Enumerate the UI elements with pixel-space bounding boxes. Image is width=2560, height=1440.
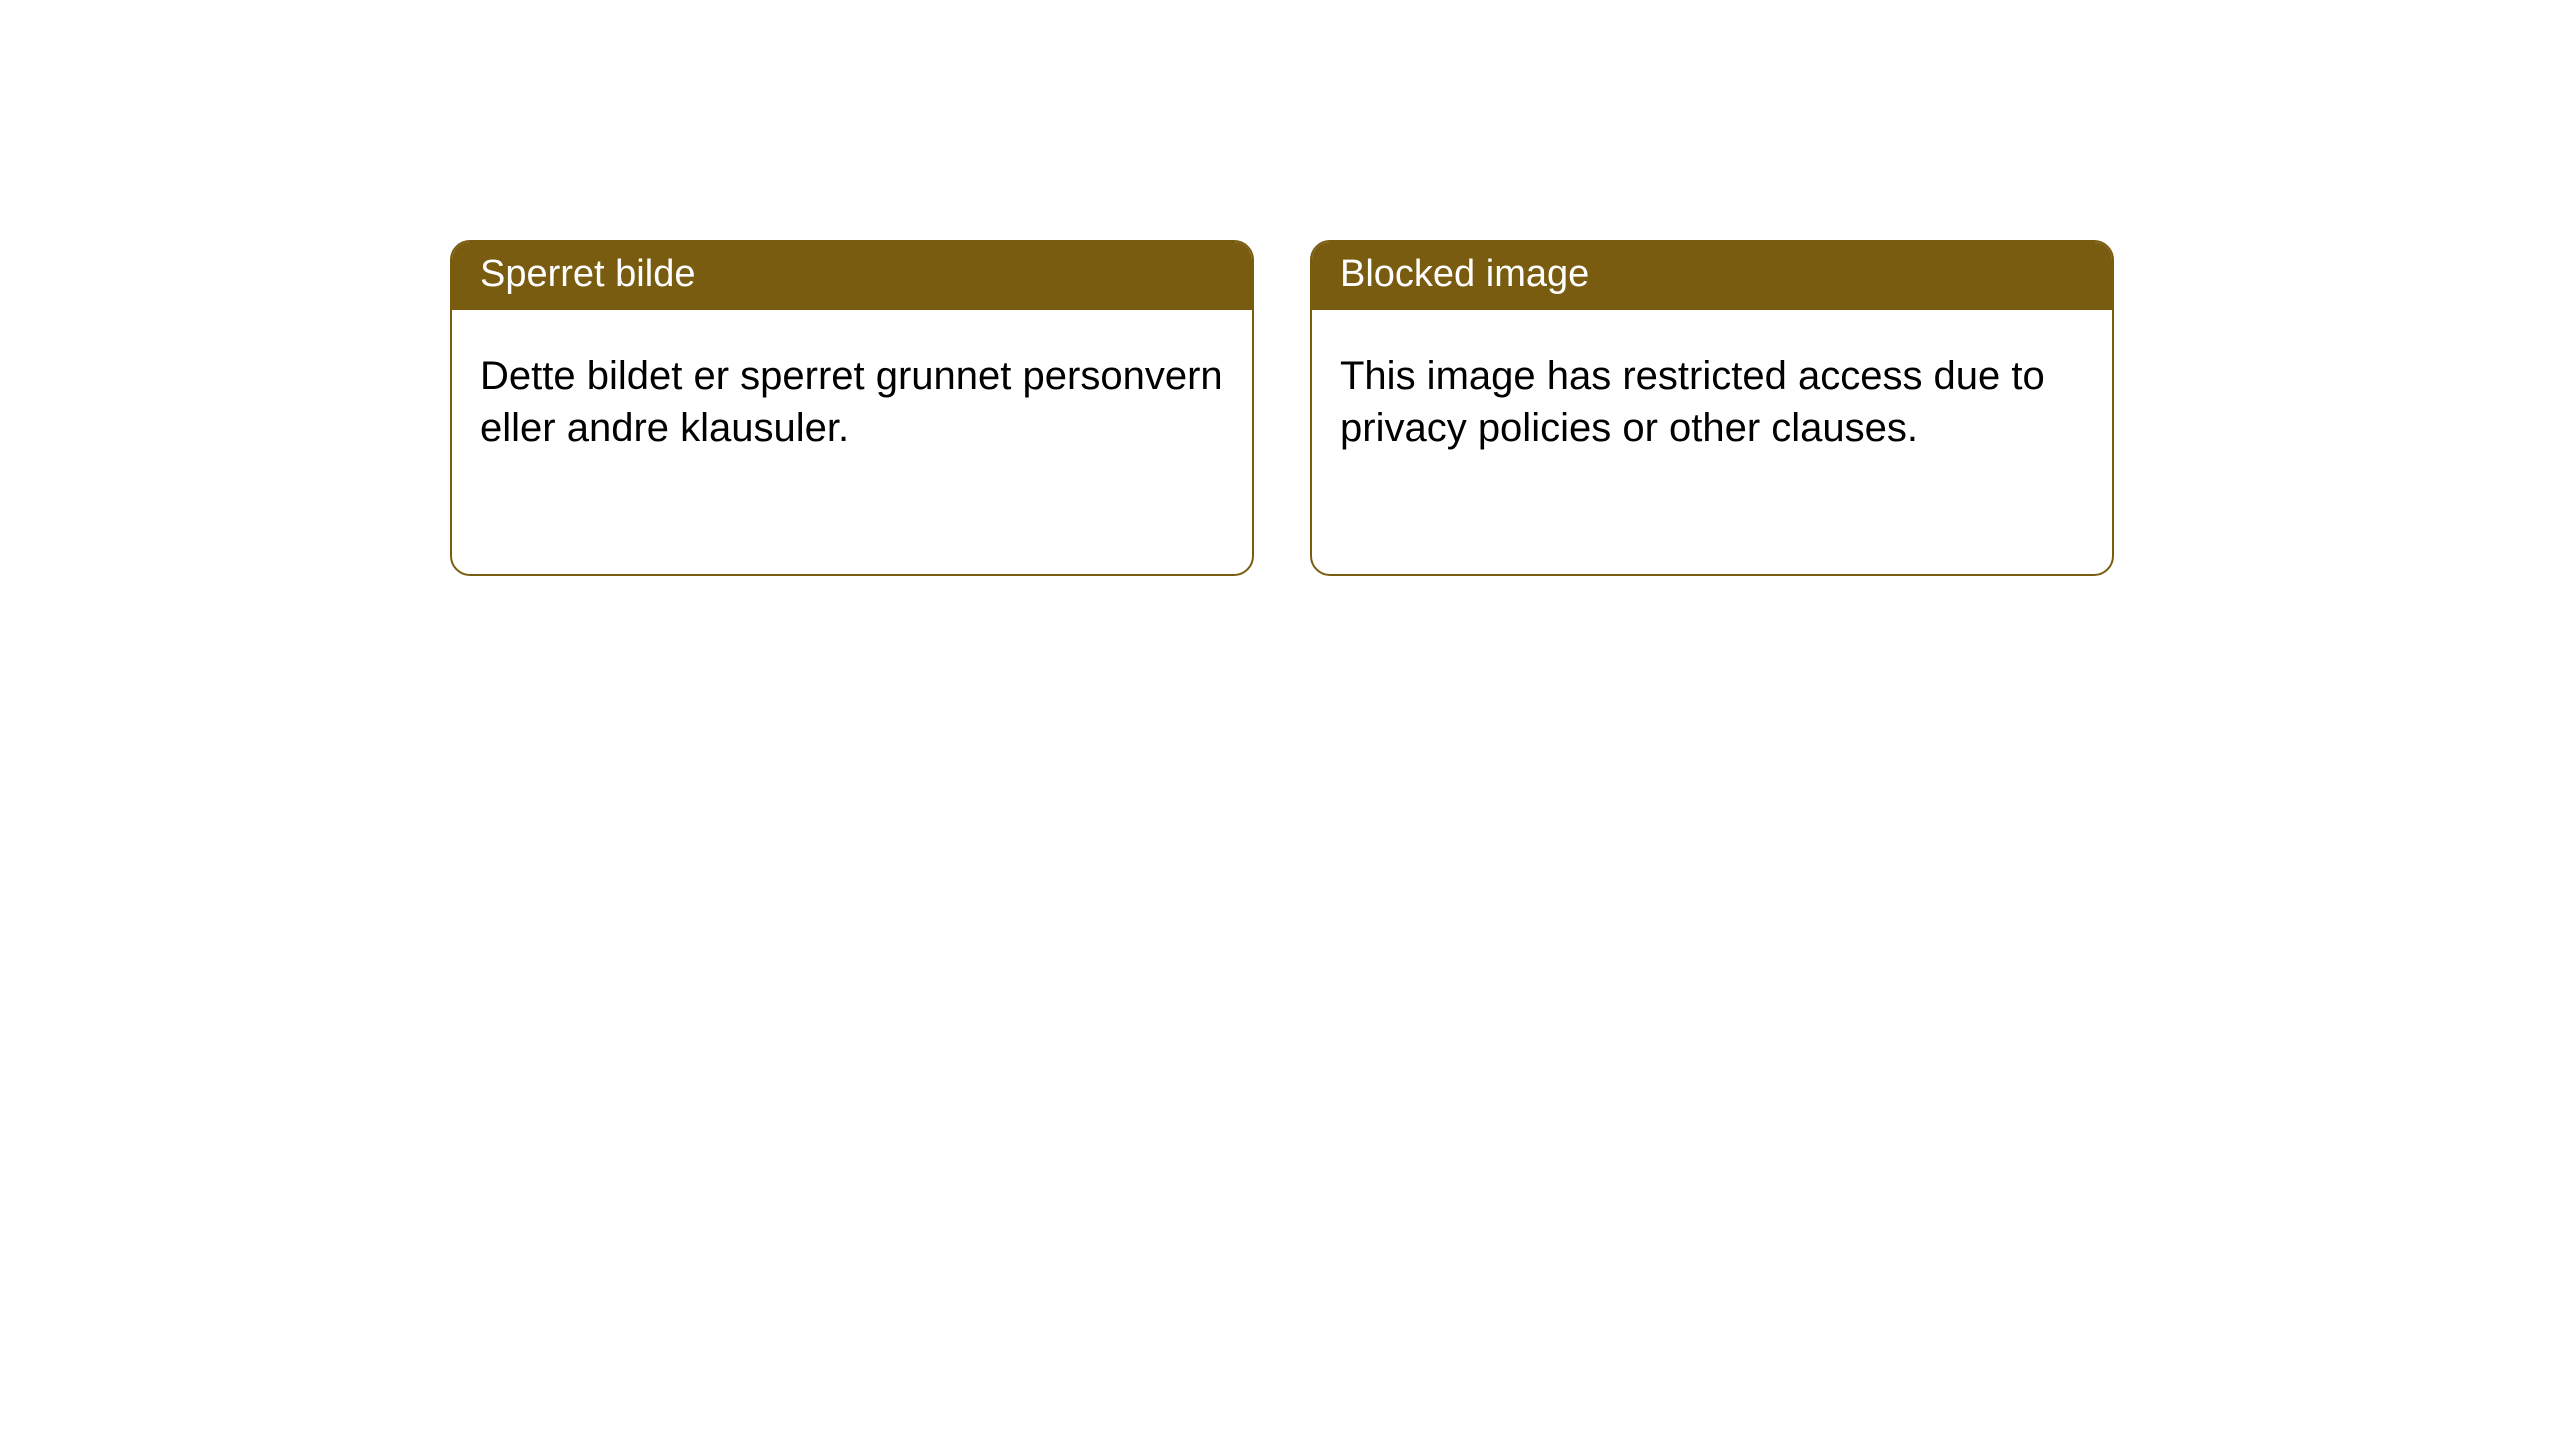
notice-card-norwegian: Sperret bilde Dette bildet er sperret gr…: [450, 240, 1254, 576]
notice-title: Blocked image: [1340, 253, 1589, 295]
notice-header: Blocked image: [1312, 242, 2112, 310]
notice-title: Sperret bilde: [480, 253, 695, 295]
notice-body-text: This image has restricted access due to …: [1340, 354, 2045, 450]
notice-body-text: Dette bildet er sperret grunnet personve…: [480, 354, 1223, 450]
notice-card-english: Blocked image This image has restricted …: [1310, 240, 2114, 576]
notice-header: Sperret bilde: [452, 242, 1252, 310]
notice-body: This image has restricted access due to …: [1312, 310, 2112, 482]
notice-body: Dette bildet er sperret grunnet personve…: [452, 310, 1252, 482]
notice-container: Sperret bilde Dette bildet er sperret gr…: [0, 0, 2560, 576]
